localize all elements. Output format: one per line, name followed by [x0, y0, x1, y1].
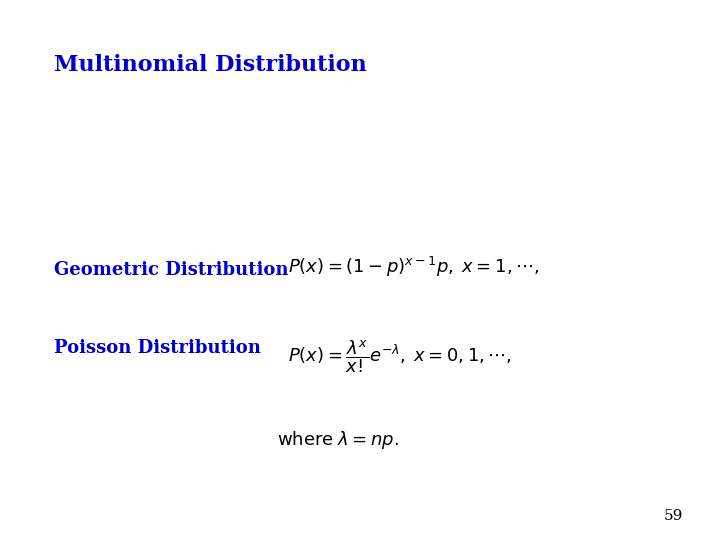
Text: Poisson Distribution: Poisson Distribution	[54, 339, 261, 357]
Text: 59: 59	[664, 509, 683, 523]
Text: $P(x) = (1-p)^{x-1}p, \; x=1,\cdots,$: $P(x) = (1-p)^{x-1}p, \; x=1,\cdots,$	[288, 255, 539, 279]
Text: Multinomial Distribution: Multinomial Distribution	[54, 54, 366, 76]
Text: $P(x) = \dfrac{\lambda^x}{x!}e^{-\lambda}, \; x=0,1,\cdots,$: $P(x) = \dfrac{\lambda^x}{x!}e^{-\lambda…	[288, 338, 512, 375]
Text: $\mathrm{where}\; \lambda = np.$: $\mathrm{where}\; \lambda = np.$	[277, 429, 399, 451]
Text: Geometric Distribution: Geometric Distribution	[54, 261, 289, 279]
